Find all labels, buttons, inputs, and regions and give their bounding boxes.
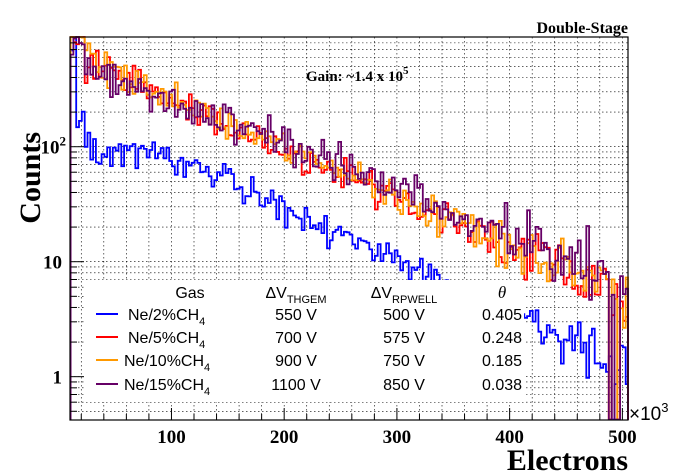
legend-theta-ne2: 0.405 (482, 307, 522, 324)
legend-dv-rpwell-ne10: 750 V (383, 353, 425, 370)
legend-gas-ne5: Ne/5%CH4 (128, 330, 205, 351)
legend-gas-ne2-text: Ne/2%CH (128, 307, 199, 324)
legend-gas-ne5-sub: 4 (199, 339, 205, 351)
axis-ticks: 100 200 300 400 500 1 10 102 (41, 36, 637, 448)
gain-annotation-text: Gain: ~1.4 x 10 (306, 69, 403, 85)
legend-row: Ne/2%CH4 550 V 500 V 0.405 (96, 307, 522, 328)
legend-row: Ne/10%CH4 900 V 750 V 0.185 (96, 353, 522, 374)
y-tick-label: 102 (41, 134, 67, 159)
legend-gas-ne15: Ne/15%CH4 (124, 377, 210, 398)
x-axis-label: Electrons (507, 444, 628, 471)
legend-row: Ne/15%CH4 1100 V 850 V 0.038 (96, 377, 522, 398)
legend-background (84, 280, 524, 402)
legend-gas-ne15-sub: 4 (204, 386, 210, 398)
legend-gas-ne10-sub: 4 (204, 362, 210, 374)
legend-header-dv-thgem-sub: THGEM (287, 294, 327, 306)
legend-header-dv-thgem-text: ΔV (265, 285, 287, 302)
legend-dv-rpwell-ne2: 500 V (383, 307, 425, 324)
legend-gas-ne15-text: Ne/15%CH (124, 377, 204, 394)
legend-dv-rpwell-ne15: 850 V (383, 377, 425, 394)
legend-dv-thgem-ne15: 1100 V (271, 377, 321, 394)
x-tick-label: 200 (270, 427, 299, 448)
legend: Gas ΔVTHGEM ΔVRPWELL θ Ne/2%CH4 550 V 50… (84, 280, 524, 402)
x-tick-label: 300 (383, 427, 412, 448)
legend-theta-ne10: 0.185 (482, 353, 522, 370)
legend-gas-ne10: Ne/10%CH4 (124, 353, 210, 374)
legend-header-dv-rpwell: ΔVRPWELL (371, 285, 438, 306)
legend-header-theta: θ (498, 283, 506, 302)
legend-theta-ne5: 0.248 (482, 330, 522, 347)
legend-gas-ne2-sub: 4 (199, 316, 205, 328)
x-tick-label: 100 (157, 427, 186, 448)
legend-gas-ne2: Ne/2%CH4 (128, 307, 205, 328)
legend-dv-thgem-ne10: 900 V (275, 353, 317, 370)
plot-frame (69, 36, 629, 421)
series-ne-15-ch4 (69, 36, 629, 421)
legend-gas-ne10-text: Ne/10%CH (124, 353, 204, 370)
gain-annotation: Gain: ~1.4 x 105 (306, 65, 409, 85)
legend-dv-rpwell-ne5: 575 V (383, 330, 425, 347)
x-axis-multiplier-exponent: 3 (661, 400, 668, 415)
y-tick-label: 10 (43, 253, 62, 274)
legend-header-dv-thgem: ΔVTHGEM (265, 285, 326, 306)
legend-header-dv-rpwell-sub: RPWELL (392, 294, 437, 306)
legend-dv-thgem-ne2: 550 V (275, 307, 317, 324)
gain-annotation-exponent: 5 (403, 65, 409, 77)
legend-theta-ne15: 0.038 (482, 377, 522, 394)
series-layer (69, 36, 629, 421)
legend-header-gas: Gas (175, 285, 204, 302)
y-tick-label: 1 (53, 368, 63, 389)
x-axis-multiplier: ×103 (629, 400, 668, 425)
legend-dv-thgem-ne5: 700 V (275, 330, 317, 347)
legend-row: Ne/5%CH4 700 V 575 V 0.248 (96, 330, 522, 351)
series-ne-2-ch4 (69, 36, 629, 421)
legend-header-dv-rpwell-text: ΔV (371, 285, 393, 302)
y-axis-label: Counts (14, 132, 47, 224)
x-tick-label: 500 (608, 427, 637, 448)
chart-title: Double-Stage (536, 20, 628, 37)
x-tick-label: 400 (495, 427, 524, 448)
x-axis-multiplier-base: ×10 (629, 404, 661, 425)
legend-gas-ne5-text: Ne/5%CH (128, 330, 199, 347)
